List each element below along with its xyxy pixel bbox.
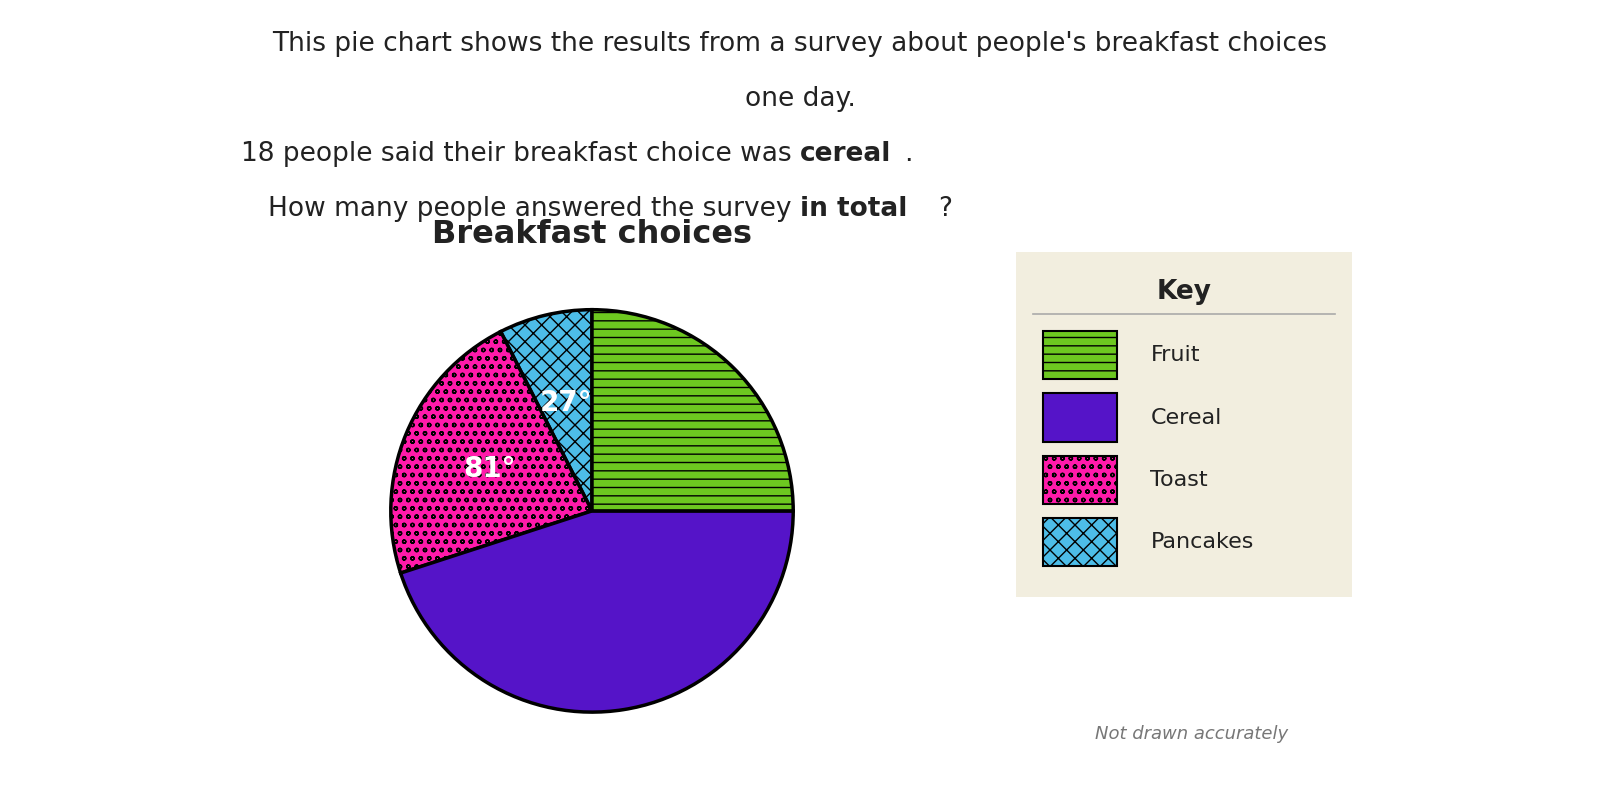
- Text: How many people answered the survey: How many people answered the survey: [269, 196, 800, 222]
- Wedge shape: [501, 310, 592, 511]
- Text: .: .: [904, 141, 912, 167]
- Bar: [1043, 331, 1117, 380]
- Text: in total: in total: [800, 196, 907, 222]
- Text: 81°: 81°: [464, 454, 517, 483]
- Text: Toast: Toast: [1150, 470, 1208, 490]
- Text: Not drawn accurately: Not drawn accurately: [1096, 725, 1288, 743]
- Text: cereal: cereal: [800, 141, 891, 167]
- Bar: [1043, 456, 1117, 504]
- Text: 18 people said their breakfast choice was: 18 people said their breakfast choice wa…: [242, 141, 800, 167]
- Text: one day.: one day.: [744, 86, 856, 112]
- Text: This pie chart shows the results from a survey about people's breakfast choices: This pie chart shows the results from a …: [272, 31, 1328, 57]
- Text: ?: ?: [938, 196, 952, 222]
- FancyBboxPatch shape: [1013, 248, 1355, 601]
- Text: Cereal: Cereal: [1150, 407, 1222, 428]
- Text: Fruit: Fruit: [1150, 345, 1200, 365]
- Bar: [1043, 393, 1117, 442]
- Wedge shape: [400, 511, 794, 712]
- Title: Breakfast choices: Breakfast choices: [432, 219, 752, 250]
- Text: 27°: 27°: [539, 389, 592, 417]
- Wedge shape: [390, 332, 592, 573]
- Text: Pancakes: Pancakes: [1150, 532, 1254, 552]
- Bar: [1043, 518, 1117, 566]
- Text: Key: Key: [1157, 279, 1211, 305]
- Wedge shape: [592, 310, 794, 511]
